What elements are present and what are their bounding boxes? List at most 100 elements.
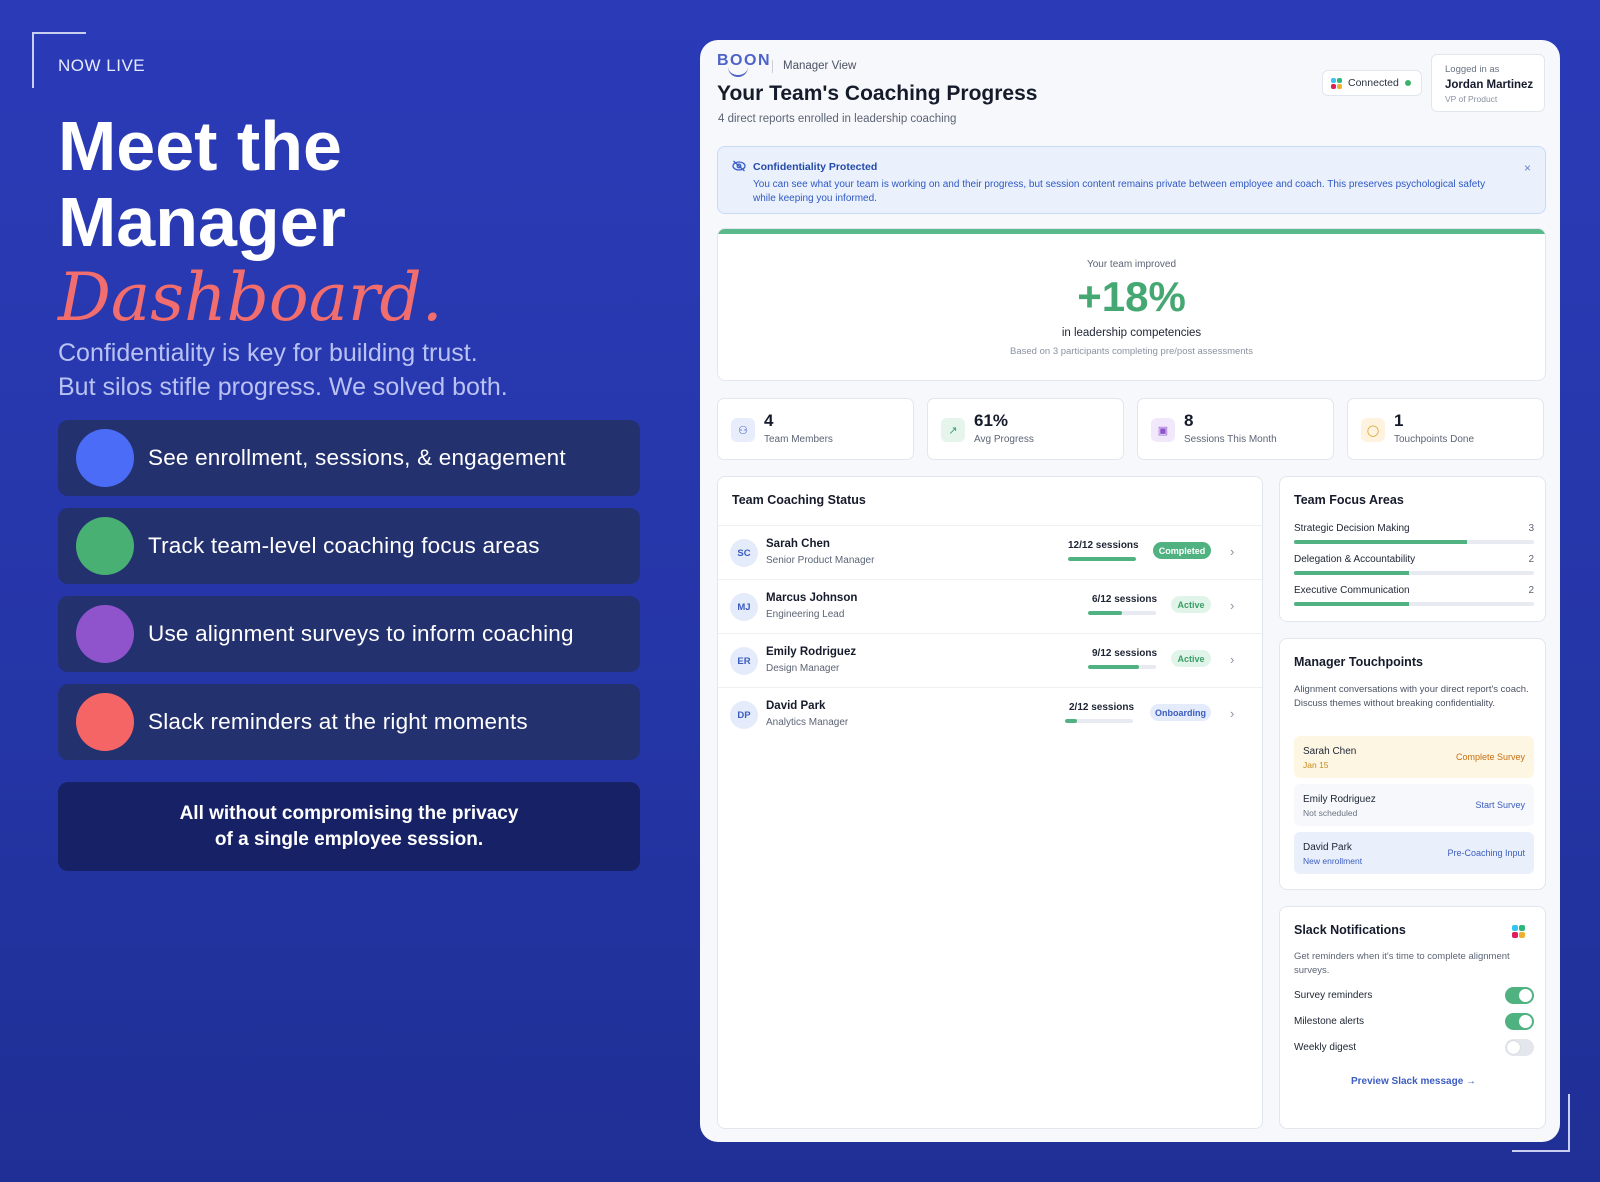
- session-progress-bar: [1088, 665, 1156, 669]
- survey-reminders-toggle[interactable]: [1505, 987, 1534, 1004]
- privacy-line-2: of a single employee session.: [214, 828, 484, 850]
- touchpoint-sub: New enrollment: [1303, 856, 1363, 866]
- toggle-row: Weekly digest: [1294, 1039, 1534, 1057]
- chat-bubble-icon: ◯: [1361, 418, 1385, 442]
- logged-in-label: Logged in as: [1445, 64, 1500, 75]
- weekly-digest-toggle[interactable]: [1505, 1039, 1534, 1056]
- confidentiality-banner: Confidentiality Protected You can see wh…: [717, 146, 1546, 214]
- eye-off-icon: [732, 160, 746, 175]
- stat-label: Touchpoints Done: [1394, 434, 1475, 445]
- user-name: Jordan Martinez: [1445, 79, 1534, 91]
- toggle-knob: [1507, 1041, 1520, 1054]
- slack-notifications-card: Slack Notifications Get reminders when i…: [1279, 906, 1546, 1129]
- corner-frame-top-left: [32, 32, 86, 88]
- chevron-right-icon[interactable]: ›: [1230, 544, 1235, 559]
- improvement-note: Based on 3 participants completing pre/p…: [1010, 346, 1253, 357]
- trend-up-icon: ↗: [941, 418, 965, 442]
- touchpoint-item: Sarah Chen Jan 15 Complete Survey: [1294, 736, 1534, 778]
- team-member-row[interactable]: SC Sarah Chen Senior Product Manager 12/…: [718, 525, 1262, 579]
- team-member-row[interactable]: ER Emily Rodriguez Design Manager 9/12 s…: [718, 633, 1262, 687]
- touchpoint-sub: Jan 15: [1303, 760, 1329, 770]
- member-name: Emily Rodriguez: [766, 646, 857, 658]
- focus-area-bar: [1294, 540, 1534, 544]
- session-progress-fill: [1068, 557, 1136, 561]
- feature-item: Track team-level coaching focus areas: [58, 508, 640, 584]
- team-member-row[interactable]: DP David Park Analytics Manager 2/12 ses…: [718, 687, 1262, 741]
- view-label: Manager View: [783, 60, 857, 72]
- member-name: David Park: [766, 700, 826, 712]
- focus-area-fill: [1294, 540, 1467, 544]
- feature-item: Use alignment surveys to inform coaching: [58, 596, 640, 672]
- user-card[interactable]: Logged in as Jordan Martinez VP of Produ…: [1431, 54, 1545, 112]
- member-role: Design Manager: [766, 663, 840, 674]
- session-progress-fill: [1088, 611, 1122, 615]
- improvement-card: Your team improved +18% in leadership co…: [717, 228, 1546, 381]
- user-role: VP of Product: [1445, 94, 1498, 104]
- avatar: DP: [730, 701, 758, 729]
- headline-line-2: Manager: [58, 183, 346, 261]
- stat-value: 61%: [974, 411, 1009, 430]
- improvement-caption: in leadership competencies: [1061, 327, 1202, 339]
- touchpoint-name: Sarah Chen: [1303, 746, 1357, 757]
- feature-label: Track team-level coaching focus areas: [148, 533, 540, 558]
- session-progress-bar: [1065, 719, 1133, 723]
- hero-subtext-line-1: Confidentiality is key for building trus…: [58, 339, 478, 367]
- pre-coaching-input-link[interactable]: Pre-Coaching Input: [1447, 848, 1525, 858]
- status-badge: Active: [1171, 596, 1211, 613]
- hero-subtext: Confidentiality is key for building trus…: [58, 336, 508, 404]
- calendar-icon: ▣: [1151, 418, 1175, 442]
- chevron-right-icon[interactable]: ›: [1230, 598, 1235, 613]
- session-progress-bar: [1068, 557, 1136, 561]
- preview-slack-message-link[interactable]: Preview Slack message →: [1350, 1076, 1477, 1087]
- status-badge: Completed: [1153, 542, 1211, 559]
- focus-area-count: 2: [1528, 585, 1534, 596]
- member-name: Sarah Chen: [766, 538, 830, 550]
- touchpoints-description: Alignment conversations with your direct…: [1294, 684, 1529, 709]
- feature-label: See enrollment, sessions, & engagement: [148, 445, 566, 470]
- chevron-right-icon[interactable]: ›: [1230, 706, 1235, 721]
- feature-dot: [76, 605, 134, 663]
- touchpoint-item: Emily Rodriguez Not scheduled Start Surv…: [1294, 784, 1534, 826]
- slack-connected-badge[interactable]: Connected: [1322, 70, 1422, 96]
- stat-label: Sessions This Month: [1184, 434, 1277, 445]
- feature-dot: [76, 429, 134, 487]
- header-divider: [772, 60, 773, 73]
- manager-dashboard: BOON Manager View Your Team's Coaching P…: [700, 40, 1560, 1142]
- close-icon[interactable]: ×: [1524, 161, 1532, 175]
- session-progress-fill: [1065, 719, 1077, 723]
- headline-script: Dashboard.: [58, 259, 443, 336]
- users-icon: ⚇: [731, 418, 755, 442]
- privacy-callout: All without compromising the privacy of …: [58, 782, 640, 871]
- stat-value: 8: [1184, 411, 1194, 430]
- toggle-label: Milestone alerts: [1294, 1016, 1365, 1027]
- stat-avg-progress: ↗ 61% Avg Progress: [927, 398, 1124, 460]
- focus-area-row: Executive Communication 2: [1294, 585, 1534, 606]
- focus-area-count: 2: [1528, 554, 1534, 565]
- session-count: 9/12 sessions: [1092, 648, 1158, 659]
- confidentiality-body: You can see what your team is working on…: [753, 179, 1486, 204]
- focus-area-row: Strategic Decision Making 3: [1294, 523, 1534, 544]
- toggle-knob: [1519, 989, 1532, 1002]
- session-count: 6/12 sessions: [1092, 594, 1158, 605]
- boon-logo-smile: [728, 67, 748, 77]
- focus-area-fill: [1294, 602, 1410, 606]
- start-survey-link[interactable]: Start Survey: [1475, 800, 1525, 810]
- touchpoint-name: David Park: [1303, 842, 1352, 853]
- headline: Meet the Manager Dashboard.: [58, 108, 443, 336]
- focus-area-bar: [1294, 571, 1534, 575]
- card-title: Team Coaching Status: [732, 493, 866, 507]
- touchpoint-sub: Not scheduled: [1303, 808, 1358, 818]
- feature-list: See enrollment, sessions, & engagement T…: [58, 420, 640, 772]
- chevron-right-icon[interactable]: ›: [1230, 652, 1235, 667]
- headline-line-1: Meet the: [58, 107, 342, 185]
- avatar: MJ: [730, 593, 758, 621]
- session-progress-bar: [1088, 611, 1156, 615]
- stat-sessions-month: ▣ 8 Sessions This Month: [1137, 398, 1334, 460]
- toggle-label: Survey reminders: [1294, 990, 1373, 1001]
- team-member-row[interactable]: MJ Marcus Johnson Engineering Lead 6/12 …: [718, 579, 1262, 633]
- stat-team-members: ⚇ 4 Team Members: [717, 398, 914, 460]
- milestone-alerts-toggle[interactable]: [1505, 1013, 1534, 1030]
- toggle-knob: [1519, 1015, 1532, 1028]
- complete-survey-link[interactable]: Complete Survey: [1455, 752, 1525, 762]
- card-title: Team Focus Areas: [1294, 493, 1404, 507]
